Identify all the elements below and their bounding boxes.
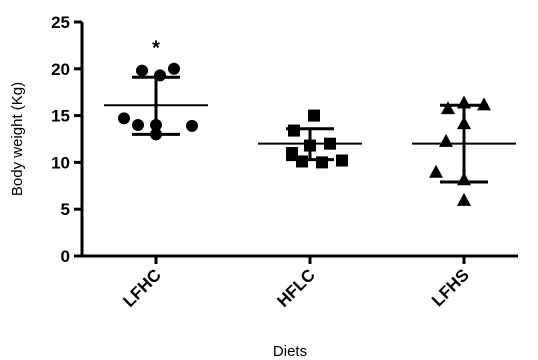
data-point [136,64,148,77]
data-point [132,118,144,131]
data-point [441,101,455,115]
x-axis-title: Diets [273,343,307,360]
data-point [168,62,180,75]
data-point [429,164,443,178]
data-point [304,139,316,152]
data-point [154,69,166,82]
data-point [439,133,453,147]
data-point [324,137,336,150]
y-tick-label: 5 [61,200,70,219]
data-point [457,116,471,130]
x-category-label: HFLC [273,265,318,310]
data-point [457,172,471,186]
data-point [286,147,298,160]
data-point [186,119,198,132]
data-point [296,155,308,168]
data-point [457,95,471,109]
data-point [336,154,348,167]
y-axis-title: Body weight (Kg) [9,82,26,196]
axes [80,22,518,258]
y-tick-label: 25 [51,13,70,32]
data-point [457,192,471,206]
series-LFHC [104,62,208,141]
data-point [316,156,328,169]
data-marks: * [104,38,516,206]
y-tick-label: 0 [61,247,70,266]
x-categories: LFHC HFLC LFHS [119,256,473,311]
series-HFLC [258,109,362,169]
data-point [477,97,491,111]
data-point [118,112,130,125]
data-point [288,124,300,137]
data-point [150,118,162,131]
x-category-label: LFHC [119,265,164,310]
y-tick-label: 15 [51,107,70,126]
data-point [150,128,162,141]
series-LFHS [412,95,516,206]
y-ticks: 0 5 10 15 20 25 [51,13,82,266]
y-tick-label: 10 [51,153,70,172]
x-category-label: LFHS [428,265,473,310]
significance-asterisk: * [152,38,160,60]
y-tick-label: 20 [51,60,70,79]
data-point [308,109,320,122]
